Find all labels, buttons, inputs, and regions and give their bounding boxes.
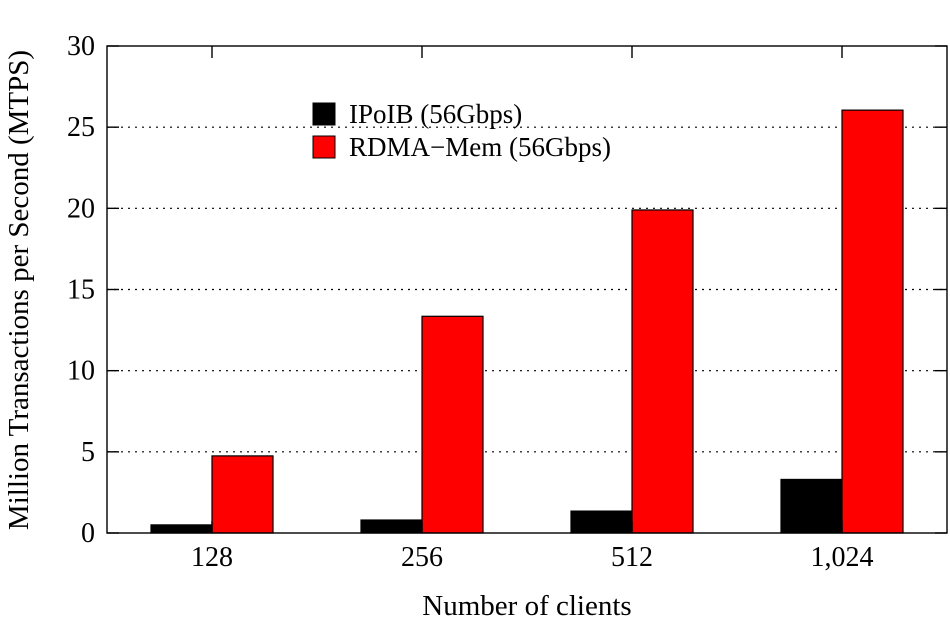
y-tick-label-4: 20 — [67, 193, 95, 224]
y-tick-label-6: 30 — [67, 31, 95, 62]
y-tick-label-5: 25 — [67, 112, 95, 143]
legend-swatch-0 — [312, 102, 336, 126]
legend-swatch-1 — [312, 135, 336, 159]
bars — [150, 109, 904, 534]
grid-lines — [107, 126, 947, 453]
bar-series-1-256 — [421, 315, 484, 534]
legend: IPoIB (56Gbps)RDMA−Mem (56Gbps) — [312, 99, 611, 162]
y-tick-label-1: 5 — [81, 437, 95, 468]
x-tick-label-2: 512 — [611, 542, 653, 573]
y-tick-label-0: 0 — [81, 518, 95, 549]
x-tick-label-1: 256 — [401, 542, 443, 573]
bar-series-0-1024 — [780, 478, 843, 534]
x-tick-label-0: 128 — [191, 542, 233, 573]
y-axis-title: Million Transactions per Second (MTPS) — [3, 50, 35, 530]
bar-series-1-512 — [631, 209, 694, 534]
y-tick-label-2: 10 — [67, 356, 95, 387]
x-axis: 128 256 512 1,024 — [191, 46, 874, 573]
bar-series-1-128 — [211, 455, 274, 534]
bar-series-0-128 — [150, 524, 213, 534]
bar-series-0-512 — [570, 510, 633, 534]
x-axis-title: Number of clients — [422, 590, 631, 620]
legend-label-0: IPoIB (56Gbps) — [349, 99, 522, 129]
y-tick-label-3: 15 — [67, 275, 95, 306]
y-axis: 0 5 10 15 20 25 30 — [67, 31, 947, 549]
bar-series-0-256 — [360, 519, 423, 534]
legend-label-1: RDMA−Mem (56Gbps) — [349, 132, 611, 162]
x-tick-label-3: 1,024 — [811, 542, 874, 573]
bar-series-1-1024 — [841, 109, 904, 534]
